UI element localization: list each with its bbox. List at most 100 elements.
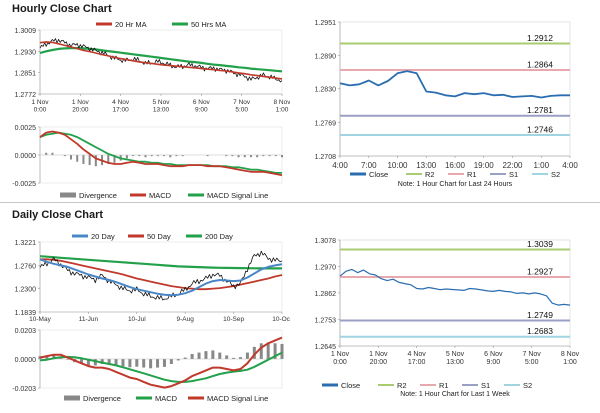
daily_week-xtick-6: 8 Nov 1:00: [561, 351, 580, 366]
hourly_24h-xtick-0: 4:00: [332, 161, 348, 170]
daily-macd-ytick-2: -0.0203: [12, 386, 36, 393]
legend-close-label: Close: [369, 170, 388, 179]
legend-20hr-ma-label: 20 Hr MA: [115, 20, 147, 29]
hourly_24h-xtick-1: 7:00: [361, 161, 377, 170]
daily_week-xtick-0: 1 Nov 0:00: [331, 351, 350, 366]
daily-price-xtick-1: 11-Jun: [79, 316, 99, 323]
daily_week-xtick-3: 5 Nov 13:00: [446, 351, 465, 366]
legend-r1-label: R1: [439, 381, 449, 390]
level-s1-label: 1.2749: [527, 310, 553, 320]
daily-price-xtick-2: 10-Jul: [128, 316, 146, 323]
hourly-macd-ytick-0: 0.0025: [15, 125, 37, 132]
hourly_24h-xtick-8: 4:00: [562, 161, 578, 170]
legend-s2-label: S2: [551, 170, 560, 179]
hourly_24h-xtick-4: 16:00: [445, 161, 466, 170]
hourly-price-ytick-1: 1.2930: [15, 49, 37, 56]
hourly_24h-xtick-3: 13:00: [416, 161, 437, 170]
hourly-macd-chart: 0.0025 0.0000 -0.0025 Divergence MACD MACD Si…: [12, 125, 283, 200]
series-50hrs-ma: [39, 47, 283, 73]
hourly_24h-ytick-0: 1.2951: [315, 20, 337, 27]
legend-50hrs-ma-label: 50 Hrs MA: [191, 20, 226, 29]
level-r2-label: 1.3039: [527, 239, 553, 249]
hourly-price-ytick-3: 1.2772: [15, 92, 37, 99]
hourly-price-ytick-0: 1.3009: [15, 28, 37, 35]
hourly-price-xtick-1: 1 Nov 20:00: [72, 99, 90, 114]
hourly_24h-ytick-3: 1.2769: [315, 120, 337, 127]
legend-200-day-label: 200 Day: [205, 232, 233, 241]
legend-divergence-label: Divergence: [79, 191, 117, 200]
legend-r2-label: R2: [425, 170, 435, 179]
series-20-day: [39, 258, 283, 297]
legend-macd-label: MACD: [149, 191, 172, 200]
hourly_24h-ytick-1: 1.2890: [315, 54, 337, 61]
section-divider: [0, 202, 600, 203]
legend-macd-label: MACD: [155, 394, 178, 403]
legend-50-day-label: 50 Day: [147, 232, 171, 241]
hourly_24h-xtick-7: 1:00: [533, 161, 549, 170]
hourly-price-ytick-2: 1.2851: [15, 71, 37, 78]
hourly-price-xtick-4: 6 Nov 9:00: [193, 99, 211, 114]
legend-close-label: Close: [341, 381, 360, 390]
series-macd-signal: [39, 351, 283, 383]
hourly-price-xtick-5: 7 Nov 5:00: [233, 99, 251, 114]
series-20hr-ma: [39, 41, 283, 80]
daily_week-ytick-1: 1.2970: [315, 264, 337, 271]
daily_week-ytick-4: 1.2645: [315, 344, 337, 351]
daily-price-xtick-5: 10-Oct: [272, 316, 290, 323]
daily_week-ytick-2: 1.2862: [315, 291, 337, 298]
level-r2-label: 1.2912: [527, 33, 553, 43]
hourly_24h-xtick-6: 22:00: [502, 161, 523, 170]
level-r1-label: 1.2927: [527, 266, 553, 276]
daily-price-ma-chart: 20 Day 50 Day 200 Day 1.3221 1.2760 1.2300 1.1…: [15, 232, 290, 323]
level-s2-label: 1.2683: [527, 326, 553, 336]
hourly_24h-xtick-5: 19:00: [474, 161, 495, 170]
legend-macd-signal-label: MACD Signal Line: [207, 394, 268, 403]
daily_week-xtick-1: 1 Nov 20:00: [369, 351, 388, 366]
daily_week-note: Note: 1 Hour Chart for Last 1 Week: [400, 391, 510, 398]
daily-price-xtick-0: 10-May: [29, 316, 51, 323]
legend-divergence-label: Divergence: [83, 394, 121, 403]
daily-price-ytick-1: 1.2760: [15, 263, 37, 270]
hourly_24h-ytick-2: 1.2830: [315, 87, 337, 94]
legend-macd-signal-label: MACD Signal Line: [207, 191, 268, 200]
hourly-price-plot-area: [39, 29, 283, 95]
level-s1-label: 1.2781: [527, 105, 553, 115]
hourly-macd-ytick-1: 0.0000: [15, 153, 37, 160]
legend-s1-label: S1: [509, 170, 518, 179]
hourly-section-title: Hourly Close Chart: [12, 3, 112, 15]
series-50-day: [40, 258, 283, 291]
level-r1-label: 1.2864: [527, 59, 553, 69]
legend-s2-label: S2: [523, 381, 532, 390]
daily-price-xtick-4: 10-Sep: [223, 316, 244, 323]
legend-20-day-label: 20 Day: [91, 232, 115, 241]
series-200-day: [39, 255, 282, 270]
daily_week-xtick-2: 4 Nov 17:00: [408, 351, 427, 366]
series-macd: [39, 336, 283, 389]
daily-macd-ytick-1: 0.0000: [15, 357, 37, 364]
daily-price-plot-area: [39, 241, 283, 313]
hourly-price-xtick-6: 8 Nov 1:00: [274, 99, 290, 114]
hourly_24h-note: Note: 1 Hour Chart for Last 24 Hours: [398, 181, 513, 188]
hourly-price-xtick-2: 4 Nov 17:00: [112, 99, 130, 114]
daily_week-ytick-3: 1.2753: [315, 318, 337, 325]
series-close: [339, 70, 570, 99]
hourly-price-xtick-3: 5 Nov 13:00: [153, 99, 171, 114]
series-macd-signal: [39, 131, 282, 174]
level-s2-label: 1.2746: [527, 125, 553, 135]
daily-price-ytick-0: 1.3221: [15, 240, 37, 247]
daily-price-xtick-3: 9-Aug: [177, 316, 195, 323]
daily_week-xtick-4: 6 Nov 9:00: [484, 351, 503, 366]
daily-macd-chart: 0.0203 0.0000 -0.0203 Divergence MACD MACD Si…: [12, 328, 284, 403]
hourly_24h-xtick-2: 10:00: [387, 161, 408, 170]
hourly_24h-ytick-4: 1.2708: [315, 154, 337, 161]
daily-section-title: Daily Close Chart: [12, 209, 104, 221]
daily-price-ytick-3: 1.1839: [15, 310, 37, 317]
hourly-macd-ytick-2: -0.0025: [12, 181, 36, 188]
hourly-price-xtick-0: 1 Nov 0:00: [32, 99, 50, 114]
hourly-price-ma-chart: 20 Hr MA 50 Hrs MA 1.3009 1.2930 1.2851 1.277…: [15, 20, 290, 114]
daily_week-ytick-0: 1.3078: [315, 238, 337, 245]
daily_week-xtick-5: 7 Nov 5:00: [523, 351, 542, 366]
series-macd: [39, 130, 283, 177]
